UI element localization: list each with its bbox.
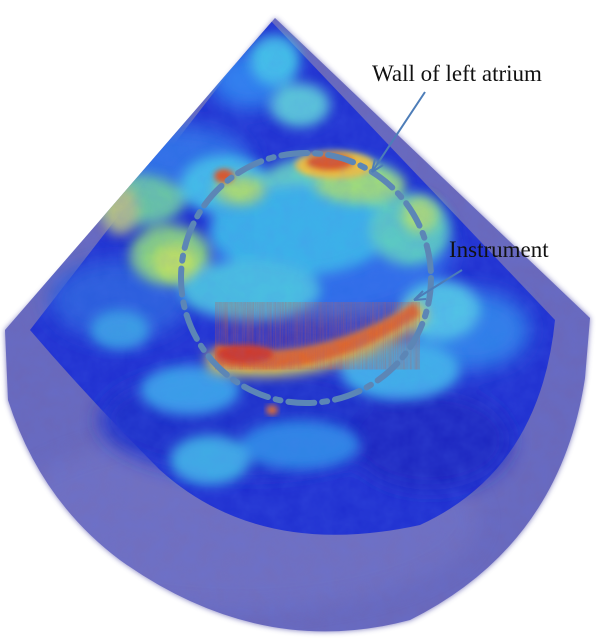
instrument-label: Instrument (449, 237, 549, 262)
wall-of-left-atrium-label: Wall of left atrium (372, 61, 542, 86)
wall-arrow (371, 91, 426, 173)
instrument-arrow (413, 269, 463, 301)
atrium-outline (178, 150, 434, 406)
